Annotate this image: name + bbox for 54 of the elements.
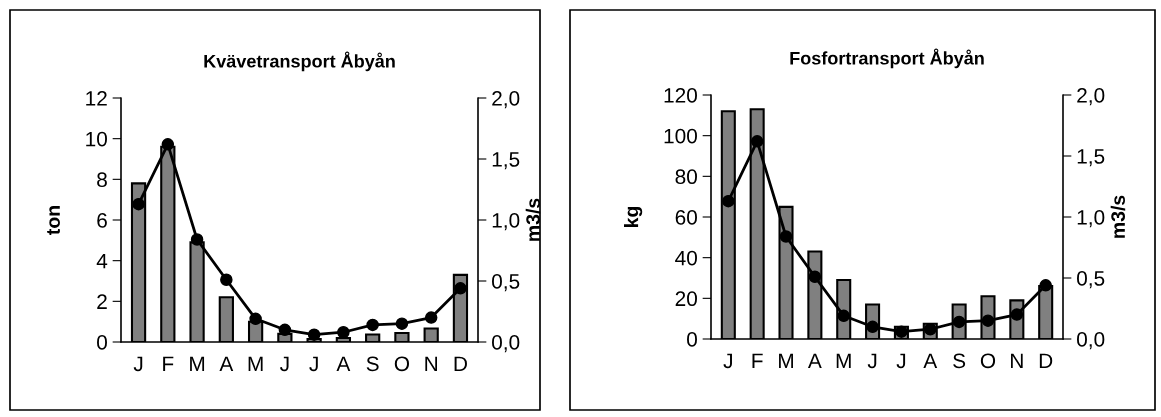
y-tick-label: 120: [664, 88, 697, 103]
y2-axis-title: m3/s: [525, 198, 541, 241]
x-tick-label: A: [923, 353, 938, 368]
x-tick-label: J: [279, 356, 289, 372]
y-tick-label: 12: [86, 91, 107, 106]
y2-tick-label: 0,5: [492, 274, 520, 292]
y2-tick-label: 1,5: [1077, 149, 1105, 167]
x-tick-label: M: [190, 356, 205, 371]
x-tick-label: S: [953, 353, 966, 369]
y-tick-label: 20: [675, 291, 697, 307]
chart-title: Fosfortransport Åbyån: [790, 48, 984, 69]
y2-tick-label: 1,0: [492, 213, 520, 231]
chart-title: Kvävetransport Åbyån: [204, 51, 395, 72]
y-tick-label: 100: [664, 128, 697, 144]
x-tick-label: J: [867, 353, 877, 369]
y-tick-label: 40: [675, 250, 697, 266]
y-tick-label: 4: [96, 253, 108, 269]
x-tick-label: D: [454, 356, 467, 371]
y2-tick-label: 0,5: [1077, 271, 1105, 289]
x-tick-label: A: [807, 353, 822, 368]
y-tick-label: 0: [97, 335, 107, 350]
y-tick-label: 60: [675, 210, 697, 225]
y-tick-label: 10: [86, 131, 107, 147]
y2-tick-label: 2,0: [492, 91, 520, 109]
x-tick-label: F: [752, 353, 763, 368]
x-tick-label: F: [163, 356, 174, 371]
x-tick-label: D: [1039, 353, 1053, 368]
x-tick-label: A: [219, 356, 234, 371]
y2-tick-label: 0,0: [492, 335, 520, 353]
x-tick-label: J: [896, 353, 906, 369]
y-axis-title: ton: [47, 206, 60, 235]
y-tick-label: 80: [675, 169, 697, 185]
x-tick-label: J: [133, 356, 143, 372]
x-tick-label: O: [980, 353, 996, 369]
x-tick-label: N: [425, 356, 437, 371]
y-tick-label: 2: [97, 294, 107, 309]
x-tick-label: A: [336, 356, 351, 371]
y2-axis-title: m3/s: [1110, 195, 1126, 238]
y2-tick-label: 1,5: [492, 152, 520, 170]
y-tick-label: 0: [687, 332, 697, 347]
x-tick-label: M: [779, 353, 793, 368]
y2-tick-label: 1,0: [1077, 210, 1105, 228]
y-axis-title: kg: [624, 206, 643, 227]
x-tick-label: J: [309, 356, 318, 372]
x-tick-label: S: [366, 356, 379, 372]
x-tick-label: J: [723, 353, 732, 369]
y2-tick-label: 0,0: [1077, 332, 1105, 350]
x-tick-label: M: [248, 356, 263, 371]
y2-tick-label: 2,0: [1077, 88, 1105, 106]
x-tick-label: O: [394, 356, 410, 372]
y-tick-label: 6: [97, 213, 107, 228]
y-tick-label: 8: [97, 172, 107, 188]
x-tick-label: M: [836, 353, 851, 368]
x-tick-label: N: [1011, 353, 1023, 368]
